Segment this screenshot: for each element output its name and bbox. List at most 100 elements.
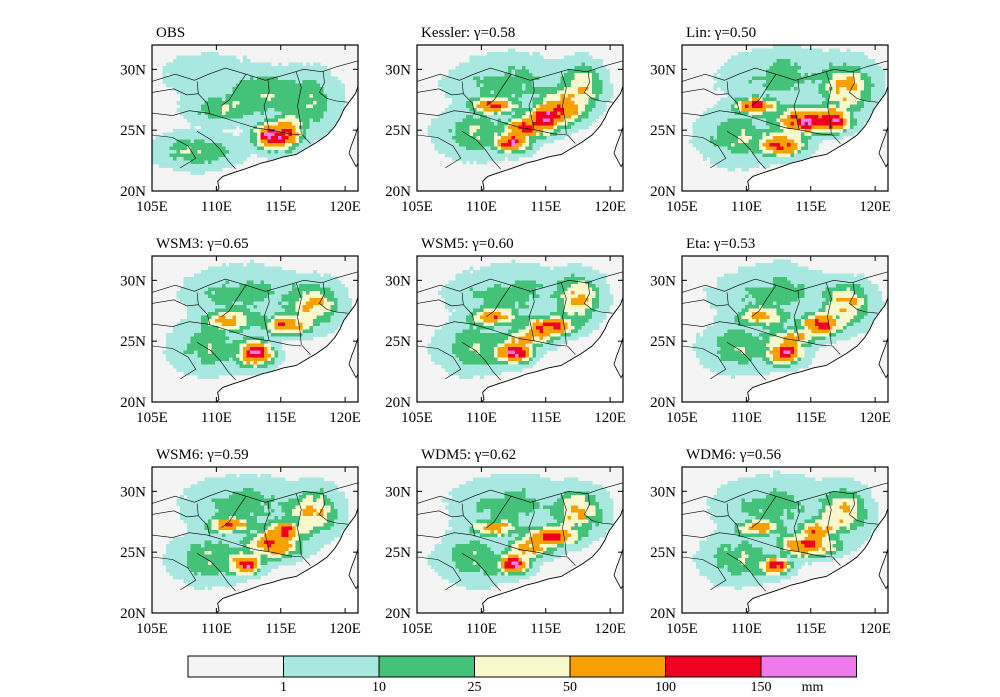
province-border bbox=[560, 71, 567, 134]
coastline bbox=[216, 86, 358, 191]
y-tick-label: 25N bbox=[650, 123, 676, 139]
province-border bbox=[528, 79, 535, 131]
province-border bbox=[682, 88, 729, 96]
province-border bbox=[417, 321, 576, 355]
x-tick-label: 120E bbox=[859, 199, 891, 215]
province-border bbox=[417, 110, 576, 144]
province-border bbox=[417, 482, 623, 504]
panel-kessler: 105E 110E 115E 120E 20N 25N 30N Kessler: γ=0.58 bbox=[385, 25, 626, 215]
province-border bbox=[152, 510, 199, 518]
y-tick-label: 20N bbox=[120, 184, 146, 200]
y-tick-label: 30N bbox=[120, 273, 146, 289]
colorbar-level-label: 25 bbox=[468, 680, 482, 695]
province-border bbox=[486, 496, 512, 529]
coastline bbox=[746, 508, 888, 613]
province-border bbox=[417, 299, 464, 307]
province-border bbox=[461, 81, 476, 115]
province-border bbox=[319, 493, 348, 525]
province-border bbox=[682, 299, 729, 307]
province-border bbox=[196, 292, 211, 326]
panel-frame bbox=[151, 255, 359, 403]
province-border bbox=[152, 60, 358, 82]
panel-frame bbox=[151, 44, 359, 192]
y-tick-label: 20N bbox=[120, 395, 146, 411]
panel-wsm6: 105E 110E 115E 120E 20N 25N 30N WSM6: γ=0.59 bbox=[120, 447, 361, 637]
province-border bbox=[825, 493, 832, 556]
province-border bbox=[417, 345, 462, 380]
coastline bbox=[216, 297, 358, 402]
province-border bbox=[295, 282, 302, 345]
province-border bbox=[221, 74, 247, 107]
colorbar-swatch bbox=[665, 655, 762, 678]
y-tick-label: 25N bbox=[385, 123, 411, 139]
province-border bbox=[726, 553, 766, 592]
y-tick-label: 25N bbox=[650, 334, 676, 350]
x-tick-label: 105E bbox=[136, 199, 168, 215]
y-tick-label: 20N bbox=[385, 184, 411, 200]
panel-wsm3: 105E 110E 115E 120E 20N 25N 30N WSM3: γ=0.65 bbox=[120, 236, 361, 426]
precip-field-wsm5 bbox=[417, 256, 623, 402]
province-border bbox=[295, 493, 302, 556]
province-border bbox=[196, 131, 236, 170]
x-tick-label: 110E bbox=[731, 199, 762, 215]
colorbar-level-label: 1 bbox=[280, 680, 287, 695]
x-tick-label: 115E bbox=[795, 621, 826, 637]
coastline bbox=[481, 297, 623, 402]
province-border bbox=[682, 321, 841, 355]
sea-area bbox=[216, 297, 358, 402]
colorbar-unit-label: mm bbox=[802, 680, 824, 695]
province-border bbox=[726, 292, 741, 326]
province-border bbox=[417, 134, 462, 169]
precip-field-lin bbox=[682, 45, 888, 191]
x-tick-label: 105E bbox=[666, 410, 698, 426]
panel-title: Lin: γ=0.50 bbox=[686, 25, 756, 41]
precip-field-wsm3 bbox=[152, 256, 358, 402]
x-tick-label: 110E bbox=[201, 410, 232, 426]
province-border bbox=[461, 131, 501, 170]
coastline bbox=[481, 508, 623, 613]
province-border bbox=[152, 299, 199, 307]
sea-area bbox=[481, 508, 623, 613]
province-border bbox=[793, 501, 800, 553]
province-border bbox=[486, 74, 512, 107]
colorbar-level-label: 10 bbox=[372, 680, 386, 695]
province-border bbox=[584, 282, 613, 314]
province-border bbox=[221, 496, 247, 529]
province-border bbox=[417, 510, 464, 518]
sea-area bbox=[746, 508, 888, 613]
y-tick-label: 20N bbox=[650, 184, 676, 200]
province-border bbox=[152, 271, 358, 293]
province-border bbox=[417, 556, 462, 591]
sea-area bbox=[481, 86, 623, 191]
x-tick-label: 105E bbox=[666, 621, 698, 637]
y-tick-label: 25N bbox=[120, 123, 146, 139]
province-border bbox=[682, 510, 729, 518]
x-tick-label: 115E bbox=[530, 410, 561, 426]
province-border bbox=[682, 532, 841, 566]
province-border bbox=[682, 482, 888, 504]
sea-area bbox=[746, 297, 888, 402]
panel-title: WSM3: γ=0.65 bbox=[156, 236, 249, 252]
panel-title: OBS bbox=[156, 25, 185, 41]
x-tick-label: 105E bbox=[401, 410, 433, 426]
province-border bbox=[726, 503, 741, 537]
x-tick-label: 115E bbox=[265, 621, 296, 637]
x-tick-label: 115E bbox=[795, 199, 826, 215]
province-border bbox=[152, 482, 358, 504]
x-tick-label: 110E bbox=[731, 410, 762, 426]
x-tick-label: 120E bbox=[859, 621, 891, 637]
province-border bbox=[152, 110, 311, 144]
panel-frame bbox=[416, 255, 624, 403]
y-tick-label: 30N bbox=[385, 273, 411, 289]
panel-frame bbox=[151, 466, 359, 614]
province-border bbox=[152, 321, 311, 355]
y-tick-label: 25N bbox=[650, 545, 676, 561]
precip-field-kessler bbox=[417, 45, 623, 191]
coastline bbox=[481, 86, 623, 191]
panel-obs: 105E 110E 115E 120E 20N 25N 30N OBS bbox=[120, 25, 361, 215]
precip-field-wdm6 bbox=[682, 467, 888, 613]
province-border bbox=[849, 282, 878, 314]
panel-title: Eta: γ=0.53 bbox=[686, 236, 755, 252]
colorbar-swatch bbox=[378, 655, 475, 678]
colorbar-swatch bbox=[187, 655, 284, 678]
